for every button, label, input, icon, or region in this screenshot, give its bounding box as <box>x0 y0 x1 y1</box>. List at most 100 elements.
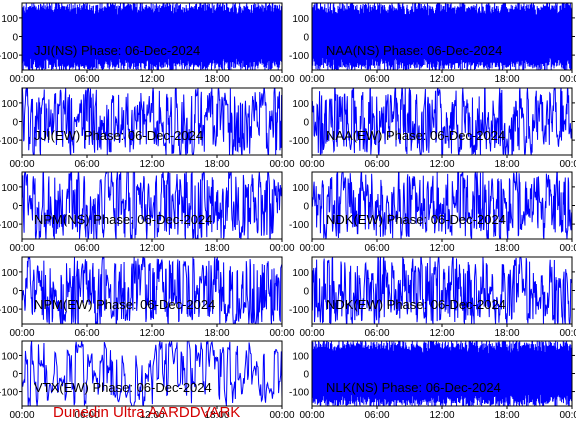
phase-trace <box>22 341 282 406</box>
x-tick-label: 12:00 <box>429 159 454 170</box>
x-tick-label: 06:00 <box>364 74 389 85</box>
x-tick-label: 12:00 <box>429 74 454 85</box>
chart-panel-1: 100 0 -100 00:00 06:00 12:00 18:00 00:00 JJI(NS)… <box>0 2 295 85</box>
y-tick-label: -100 <box>289 388 309 399</box>
x-tick-label: 12:00 <box>139 74 164 85</box>
panel-title: NLK(NS) Phase: 06-Dec-2024 <box>326 380 501 395</box>
y-tick-label: 0 <box>303 118 309 129</box>
footer-caption: Dunedin Ultra AARDDVARK <box>53 404 241 421</box>
y-tick-label: -100 <box>0 305 18 316</box>
panel-title: NPM(EW) Phase: 06-Dec-2024 <box>34 297 215 312</box>
x-tick-label: 00:00 <box>299 159 324 170</box>
phase-trace <box>312 172 572 239</box>
y-tick-label: 100 <box>292 14 309 25</box>
chart-panel-4: 100 0 -100 00:00 06:00 12:00 18:00 00:00 NAA(EW)… <box>289 87 576 170</box>
x-tick-label: 00:00 <box>269 74 294 85</box>
x-tick-label: 06:00 <box>364 410 389 421</box>
x-tick-label: 06:00 <box>74 74 99 85</box>
phase-trace <box>22 257 282 324</box>
y-tick-label: 100 <box>292 351 309 362</box>
y-tick-label: 0 <box>303 370 309 381</box>
x-tick-label: 00:00 <box>299 410 324 421</box>
x-tick-label: 06:00 <box>74 328 99 339</box>
y-tick-label: 0 <box>303 202 309 213</box>
y-tick-label: -100 <box>0 220 18 231</box>
x-tick-label: 00:00 <box>559 328 576 339</box>
y-tick-label: -100 <box>0 136 18 147</box>
y-tick-label: 100 <box>292 99 309 110</box>
chart-panel-7: 100 0 -100 00:00 06:00 12:00 18:00 00:00 NPM(EW)… <box>0 256 295 339</box>
y-tick-label: 0 <box>12 118 18 129</box>
x-tick-label: 06:00 <box>364 243 389 254</box>
x-tick-label: 00:00 <box>9 159 34 170</box>
y-tick-label: -100 <box>289 305 309 316</box>
chart-panel-10: 100 0 -100 00:00 06:00 12:00 18:00 00:00 NLK(NS)… <box>289 340 576 421</box>
panel-title: VTX(EW) Phase: 06-Dec-2024 <box>34 380 212 395</box>
panel-title: NDK(EW) Phase: 06-Dec-2024 <box>326 297 506 312</box>
x-tick-label: 06:00 <box>74 410 99 421</box>
phase-trace <box>22 172 282 239</box>
y-tick-label: 100 <box>1 351 18 362</box>
x-tick-label: 06:00 <box>364 159 389 170</box>
x-tick-label: 18:00 <box>494 159 519 170</box>
x-tick-label: 18:00 <box>204 243 229 254</box>
y-tick-label: 100 <box>1 14 18 25</box>
x-tick-label: 18:00 <box>494 410 519 421</box>
phase-trace <box>312 257 572 324</box>
y-tick-label: -100 <box>0 388 18 399</box>
phase-trace <box>312 3 572 70</box>
x-tick-label: 00:00 <box>9 74 34 85</box>
y-tick-label: 0 <box>12 202 18 213</box>
x-tick-label: 00:00 <box>559 74 576 85</box>
x-tick-label: 00:00 <box>9 243 34 254</box>
y-tick-label: 0 <box>303 287 309 298</box>
chart-panel-2: 100 0 -100 00:00 06:00 12:00 18:00 00:00 NAA(NS)… <box>289 2 576 85</box>
x-tick-label: 12:00 <box>139 328 164 339</box>
x-tick-label: 18:00 <box>494 328 519 339</box>
panel-title: NPM(NS) Phase: 06-Dec-2024 <box>34 212 212 227</box>
x-tick-label: 00:00 <box>269 328 294 339</box>
panel-title: NAA(NS) Phase: 06-Dec-2024 <box>326 43 502 58</box>
y-tick-label: -100 <box>289 220 309 231</box>
x-tick-label: 00:00 <box>269 410 294 421</box>
x-tick-label: 00:00 <box>299 243 324 254</box>
x-tick-label: 00:00 <box>269 243 294 254</box>
x-tick-label: 18:00 <box>494 74 519 85</box>
x-tick-label: 00:00 <box>559 410 576 421</box>
y-tick-label: -100 <box>289 51 309 62</box>
chart-panel-3: 100 0 -100 00:00 06:00 12:00 18:00 00:00 JJI(EW)… <box>0 87 295 170</box>
x-tick-label: 18:00 <box>494 243 519 254</box>
x-tick-label: 12:00 <box>139 410 164 421</box>
x-tick-label: 18:00 <box>204 159 229 170</box>
x-tick-label: 06:00 <box>364 328 389 339</box>
x-tick-label: 12:00 <box>139 243 164 254</box>
phase-trace <box>312 341 572 406</box>
phase-trace <box>22 3 282 70</box>
x-tick-label: 18:00 <box>204 74 229 85</box>
y-tick-label: 0 <box>12 33 18 44</box>
panel-title: JJI(NS) Phase: 06-Dec-2024 <box>34 43 200 58</box>
chart-panel-9: 100 0 -100 00:00 06:00 12:00 18:00 00:00 VTX(EW)… <box>0 340 295 421</box>
panel-title: JJI(EW) Phase: 06-Dec-2024 <box>34 128 203 143</box>
y-tick-label: 100 <box>1 183 18 194</box>
chart-panel-5: 100 0 -100 00:00 06:00 12:00 18:00 00:00 NPM(NS)… <box>0 171 295 254</box>
x-tick-label: 00:00 <box>9 328 34 339</box>
chart-panel-8: 100 0 -100 00:00 06:00 12:00 18:00 00:00 NDK(EW)… <box>289 256 576 339</box>
x-tick-label: 00:00 <box>9 410 34 421</box>
y-tick-label: 0 <box>12 287 18 298</box>
x-tick-label: 18:00 <box>204 328 229 339</box>
x-tick-label: 06:00 <box>74 159 99 170</box>
x-tick-label: 12:00 <box>429 328 454 339</box>
y-tick-label: 100 <box>1 99 18 110</box>
x-tick-label: 00:00 <box>559 243 576 254</box>
y-tick-label: -100 <box>289 136 309 147</box>
x-tick-label: 12:00 <box>429 243 454 254</box>
y-tick-label: 0 <box>303 33 309 44</box>
phase-trace <box>22 88 282 155</box>
y-tick-label: 0 <box>12 370 18 381</box>
x-tick-label: 12:00 <box>139 159 164 170</box>
x-tick-label: 18:00 <box>204 410 229 421</box>
y-tick-label: 100 <box>292 268 309 279</box>
x-tick-label: 00:00 <box>299 74 324 85</box>
